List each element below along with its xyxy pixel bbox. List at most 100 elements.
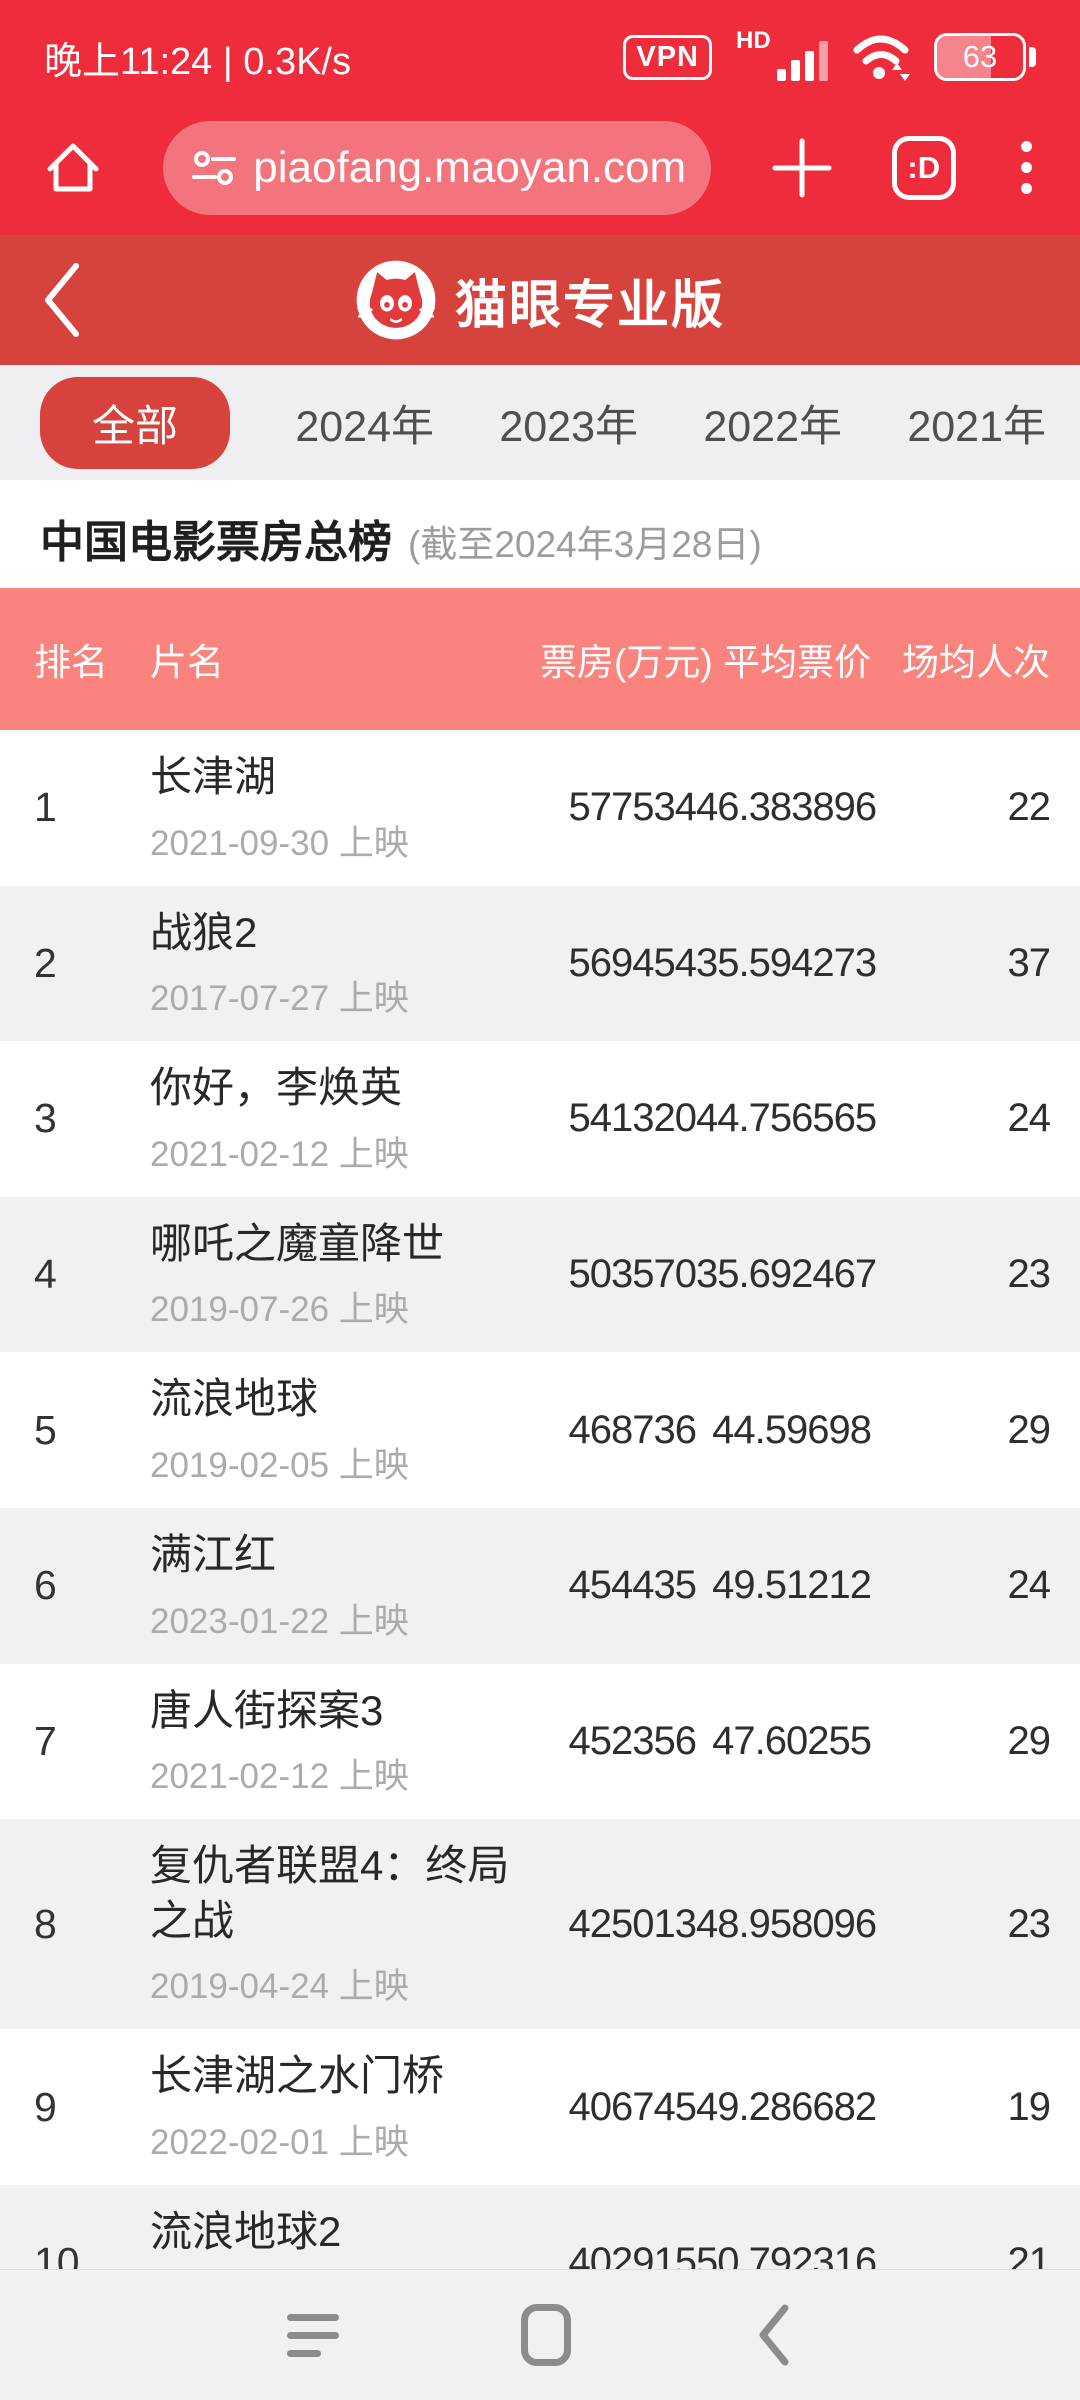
table-row[interactable]: 3 你好，李焕英 2021-02-12 上映 541320 44.756565 … — [0, 1041, 1080, 1197]
table-row[interactable]: 1 长津湖 2021-09-30 上映 577534 46.383896 22 — [0, 730, 1080, 886]
movie-release-date: 2021-09-30 上映 — [150, 823, 409, 863]
rank-cell: 8 — [34, 1900, 57, 1947]
movie-cell: 你好，李焕英 2021-02-12 上映 — [150, 1061, 540, 1177]
rank-cell: 3 — [34, 1095, 57, 1142]
battery-icon: 63 — [934, 33, 1036, 81]
tab-item-3[interactable]: 2022年 — [703, 402, 842, 451]
battery-percent: 63 — [962, 39, 998, 74]
col-header-rank: 排名 — [34, 642, 108, 683]
tab-item-4[interactable]: 2021年 — [907, 402, 1046, 451]
movie-release-date: 2017-07-27 上映 — [150, 979, 409, 1019]
movie-title: 满江红 — [150, 1530, 277, 1578]
maoyan-cat-logo — [355, 259, 437, 341]
back-chevron-icon[interactable] — [753, 2302, 793, 2368]
table-body: 1 长津湖 2021-09-30 上映 577534 46.383896 22 … — [0, 730, 1080, 2400]
site-title: 猫眼专业版 — [454, 276, 725, 335]
avgprice-cell: 44.59698 — [712, 1407, 872, 1452]
kebab-menu-icon[interactable] — [1015, 135, 1038, 200]
movie-title: 长津湖 — [150, 753, 277, 800]
back-arrow-icon[interactable] — [24, 235, 100, 365]
movie-cell: 长津湖 2021-09-30 上映 — [150, 750, 540, 866]
site-header: 猫眼专业版 — [0, 235, 1080, 365]
signal-strength-icon: HD — [736, 27, 828, 85]
boxoffice-cell: 425013 — [568, 1901, 697, 1946]
boxoffice-cell: 577534 — [568, 785, 697, 830]
movie-cell: 长津湖之水门桥 2022-02-01 上映 — [150, 2049, 540, 2165]
movie-release-date: 2019-04-24 上映 — [150, 1967, 409, 2007]
rank-cell: 5 — [34, 1406, 57, 1453]
page-title: 中国电影票房总榜 — [40, 518, 392, 567]
vpn-icon: VPN — [623, 34, 712, 80]
table-row[interactable]: 9 长津湖之水门桥 2022-02-01 上映 406745 49.286682… — [0, 2029, 1080, 2185]
col-header-title: 片名 — [150, 642, 224, 683]
table-row[interactable]: 4 哪吒之魔童降世 2019-07-26 上映 503570 35.692467… — [0, 1196, 1080, 1353]
table-row[interactable]: 6 满江红 2023-01-22 上映 454435 49.51212 24 — [0, 1507, 1080, 1664]
rank-cell: 9 — [34, 2083, 57, 2130]
table-row[interactable]: 7 唐人街探案3 2021-02-12 上映 452356 47.60255 2… — [0, 1663, 1080, 1820]
rank-cell: 6 — [34, 1562, 57, 1609]
status-icons: VPN HD 63 — [623, 27, 1036, 85]
site-settings-icon[interactable] — [191, 147, 237, 189]
tab-item-1[interactable]: 2024年 — [295, 402, 434, 451]
avgprice-cell: 48.958096 — [696, 1901, 877, 1946]
boxoffice-cell: 541320 — [568, 1096, 697, 1141]
table-row[interactable]: 8 复仇者联盟4：终局之战 2019-04-24 上映 425013 48.95… — [0, 1819, 1080, 2030]
avgprice-cell: 46.383896 — [696, 785, 877, 830]
tab-switcher-icon[interactable]: :D — [891, 135, 956, 200]
attendance-cell: 24 — [1007, 1096, 1052, 1141]
attendance-cell: 29 — [1007, 1407, 1052, 1452]
avgprice-cell: 49.286682 — [696, 2084, 877, 2129]
movie-title: 你好，李焕英 — [150, 1064, 403, 1112]
movie-title: 流浪地球2 — [150, 2207, 342, 2255]
page-title-row: 中国电影票房总榜 (截至2024年3月28日) — [0, 480, 1080, 588]
boxoffice-cell: 569454 — [568, 940, 697, 985]
signal-bars-icon — [777, 41, 828, 81]
home-icon[interactable] — [42, 137, 104, 199]
add-tab-icon[interactable] — [771, 137, 833, 199]
avgprice-cell: 35.692467 — [696, 1252, 877, 1297]
tab-item-0-active[interactable]: 全部 — [40, 376, 230, 469]
avgprice-cell: 35.594273 — [696, 940, 877, 985]
attendance-cell: 19 — [1007, 2084, 1052, 2129]
attendance-cell: 24 — [1007, 1563, 1052, 1608]
system-nav-bar — [0, 2270, 1080, 2400]
recent-menu-icon[interactable] — [287, 2313, 339, 2357]
page-subtitle: (截至2024年3月28日) — [408, 524, 762, 565]
avgprice-cell: 49.51212 — [712, 1563, 872, 1608]
url-text[interactable]: piaofang.maoyan.com — [253, 142, 687, 192]
boxoffice-cell: 406745 — [568, 2084, 697, 2129]
rank-cell: 2 — [34, 939, 57, 986]
movie-title: 唐人街探案3 — [150, 1686, 384, 1734]
movie-title: 长津湖之水门桥 — [150, 2052, 445, 2100]
attendance-cell: 29 — [1007, 1718, 1052, 1763]
table-row[interactable]: 5 流浪地球 2019-02-05 上映 468736 44.59698 29 — [0, 1352, 1080, 1508]
movie-title: 流浪地球 — [150, 1375, 319, 1423]
home-pill-icon[interactable] — [521, 2304, 571, 2366]
rank-cell: 7 — [34, 1717, 57, 1764]
status-bar: 晚上11:24 | 0.3K/s VPN HD 63 — [0, 0, 1080, 100]
movie-cell: 满江红 2023-01-22 上映 — [150, 1528, 540, 1644]
status-time-speed: 晚上11:24 | 0.3K/s — [44, 40, 351, 83]
attendance-cell: 23 — [1007, 1252, 1052, 1297]
col-header-attendance: 场均人次 — [902, 642, 1050, 683]
attendance-cell: 23 — [1007, 1901, 1052, 1946]
attendance-cell: 22 — [1007, 785, 1052, 830]
movie-cell: 哪吒之魔童降世 2019-07-26 上映 — [150, 1217, 540, 1333]
movie-release-date: 2023-01-22 上映 — [150, 1601, 409, 1641]
movie-cell: 复仇者联盟4：终局之战 2019-04-24 上映 — [150, 1839, 540, 2009]
movie-release-date: 2019-02-05 上映 — [150, 1445, 409, 1485]
movie-release-date: 2021-02-12 上映 — [150, 1134, 409, 1174]
boxoffice-cell: 454435 — [568, 1563, 697, 1608]
movie-title: 战狼2 — [150, 908, 258, 956]
avgprice-cell: 44.756565 — [696, 1096, 877, 1141]
tab-item-2[interactable]: 2023年 — [499, 402, 638, 451]
address-bar[interactable]: piaofang.maoyan.com — [163, 120, 712, 215]
movie-cell: 唐人街探案3 2021-02-12 上映 — [150, 1684, 540, 1800]
boxoffice-cell: 452356 — [568, 1718, 697, 1763]
table-row[interactable]: 2 战狼2 2017-07-27 上映 569454 35.594273 37 — [0, 885, 1080, 1042]
col-header-boxoffice: 票房(万元) — [540, 642, 713, 683]
browser-toolbar: piaofang.maoyan.com :D — [0, 100, 1080, 235]
movie-cell: 战狼2 2017-07-27 上映 — [150, 906, 540, 1022]
movie-title: 复仇者联盟4：终局之战 — [150, 1842, 510, 1944]
movie-title: 哪吒之魔童降世 — [150, 1219, 445, 1267]
